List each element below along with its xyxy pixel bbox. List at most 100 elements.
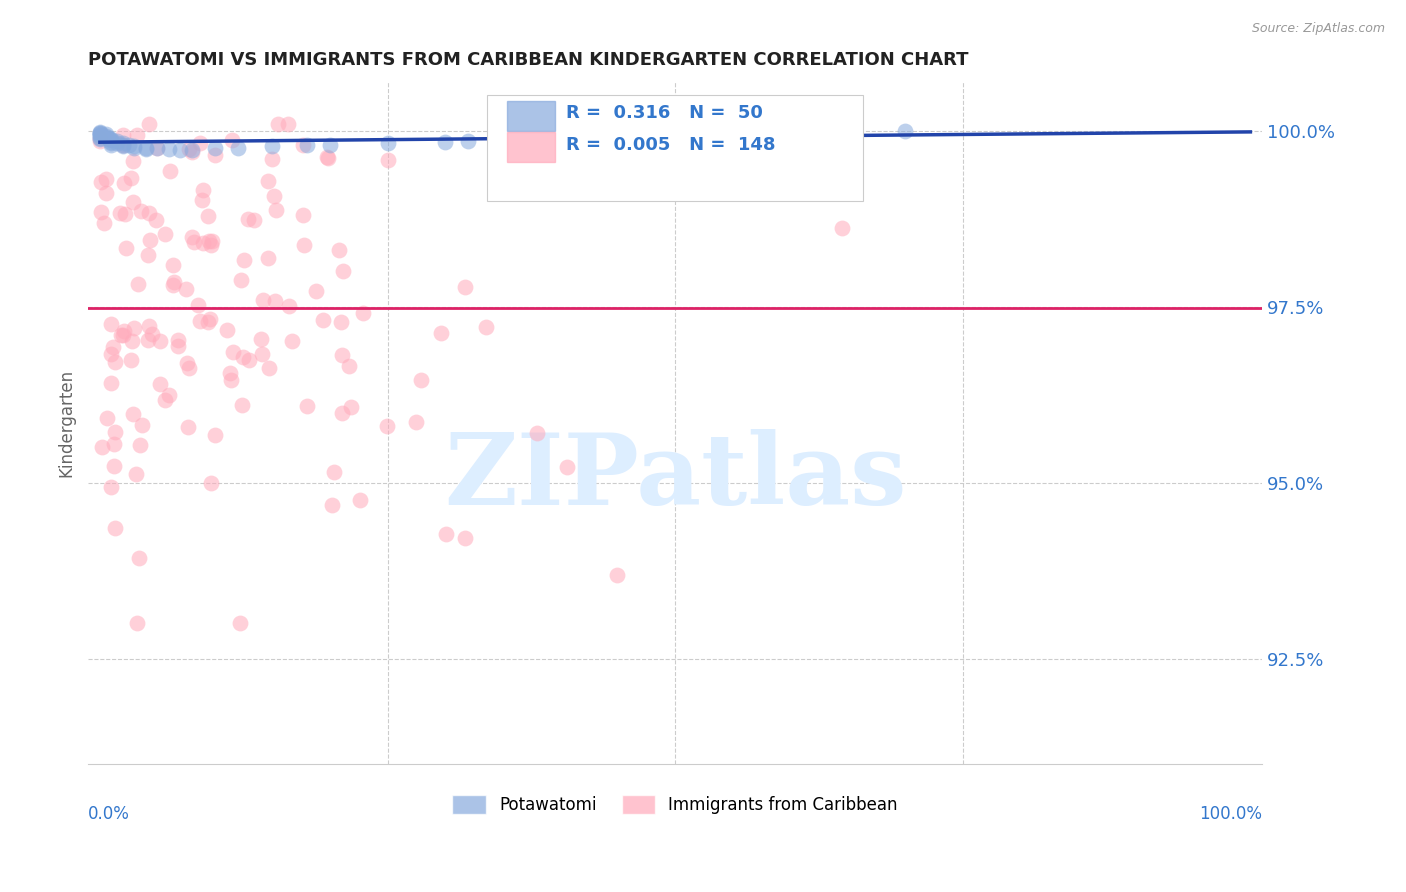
Point xyxy=(94,128,117,143)
Point xyxy=(526,425,548,440)
Point xyxy=(330,348,353,362)
Point xyxy=(377,136,399,151)
Point xyxy=(135,140,157,154)
Point xyxy=(337,359,360,374)
Point xyxy=(162,258,184,272)
Point xyxy=(176,420,198,434)
Point xyxy=(572,130,595,145)
Point xyxy=(124,139,146,153)
Point xyxy=(114,207,136,221)
FancyBboxPatch shape xyxy=(508,132,555,162)
Point xyxy=(779,126,801,140)
Point xyxy=(138,117,160,131)
Point xyxy=(100,135,122,149)
Point xyxy=(110,327,132,342)
Point xyxy=(167,339,190,353)
Point xyxy=(188,136,211,150)
Point xyxy=(149,377,172,392)
FancyBboxPatch shape xyxy=(508,101,555,131)
Point xyxy=(352,306,374,320)
Point xyxy=(256,174,278,188)
Text: Source: ZipAtlas.com: Source: ZipAtlas.com xyxy=(1251,22,1385,36)
Point xyxy=(121,195,143,210)
Point xyxy=(100,137,122,152)
Point xyxy=(100,480,122,494)
Point xyxy=(162,278,184,293)
Point xyxy=(98,130,121,145)
Point xyxy=(179,142,201,156)
Point xyxy=(111,136,134,151)
Point xyxy=(129,438,152,452)
Point xyxy=(91,440,114,454)
Point xyxy=(98,132,121,146)
Point xyxy=(89,127,111,141)
Point xyxy=(526,132,548,146)
Point xyxy=(222,344,245,359)
Text: R =  0.005   N =  148: R = 0.005 N = 148 xyxy=(567,136,776,153)
Text: 0.0%: 0.0% xyxy=(89,805,131,823)
Point xyxy=(262,152,284,166)
Point xyxy=(332,264,354,278)
Point xyxy=(100,133,122,147)
Point xyxy=(257,360,280,375)
Point xyxy=(124,320,146,334)
Point xyxy=(167,333,190,347)
Point xyxy=(100,347,122,361)
Point xyxy=(105,136,128,150)
Point xyxy=(163,275,186,289)
Point xyxy=(228,616,250,631)
Point xyxy=(104,521,127,535)
Point xyxy=(89,126,111,140)
Point xyxy=(115,241,138,255)
Point xyxy=(349,492,371,507)
Point xyxy=(89,134,111,148)
Point xyxy=(191,194,214,208)
Point xyxy=(104,355,127,369)
Point xyxy=(454,531,477,545)
Point xyxy=(734,166,756,180)
Point xyxy=(606,128,628,143)
Point xyxy=(176,282,198,296)
Point xyxy=(278,299,301,313)
Point xyxy=(125,467,148,481)
Point xyxy=(592,117,614,131)
Point xyxy=(204,428,226,442)
Point xyxy=(138,206,160,220)
Point xyxy=(330,406,353,420)
Point xyxy=(263,189,285,203)
Point xyxy=(405,415,427,429)
Point xyxy=(457,134,479,148)
Point xyxy=(96,410,118,425)
Point xyxy=(321,498,343,512)
Point xyxy=(108,205,131,219)
Point xyxy=(491,133,513,147)
Point xyxy=(89,130,111,145)
Point xyxy=(155,227,177,241)
Point xyxy=(281,334,304,348)
Point xyxy=(197,210,219,224)
Point xyxy=(139,233,162,247)
Point xyxy=(120,171,142,186)
Point xyxy=(291,208,314,222)
Point xyxy=(93,216,115,230)
Point xyxy=(89,127,111,141)
Point xyxy=(219,372,242,386)
Point xyxy=(131,417,153,432)
Point xyxy=(124,141,146,155)
Point xyxy=(316,150,339,164)
Point xyxy=(264,202,287,217)
Point xyxy=(89,130,111,145)
Point xyxy=(664,127,686,141)
Point xyxy=(262,139,284,153)
Point xyxy=(291,137,314,152)
Point xyxy=(555,459,578,474)
Point xyxy=(565,117,588,131)
Point xyxy=(121,334,143,348)
Point xyxy=(232,351,254,365)
FancyBboxPatch shape xyxy=(488,95,863,201)
Point xyxy=(129,203,152,218)
Point xyxy=(112,128,135,143)
Point xyxy=(96,172,118,186)
Point xyxy=(328,243,350,257)
Text: 100.0%: 100.0% xyxy=(1199,805,1263,823)
